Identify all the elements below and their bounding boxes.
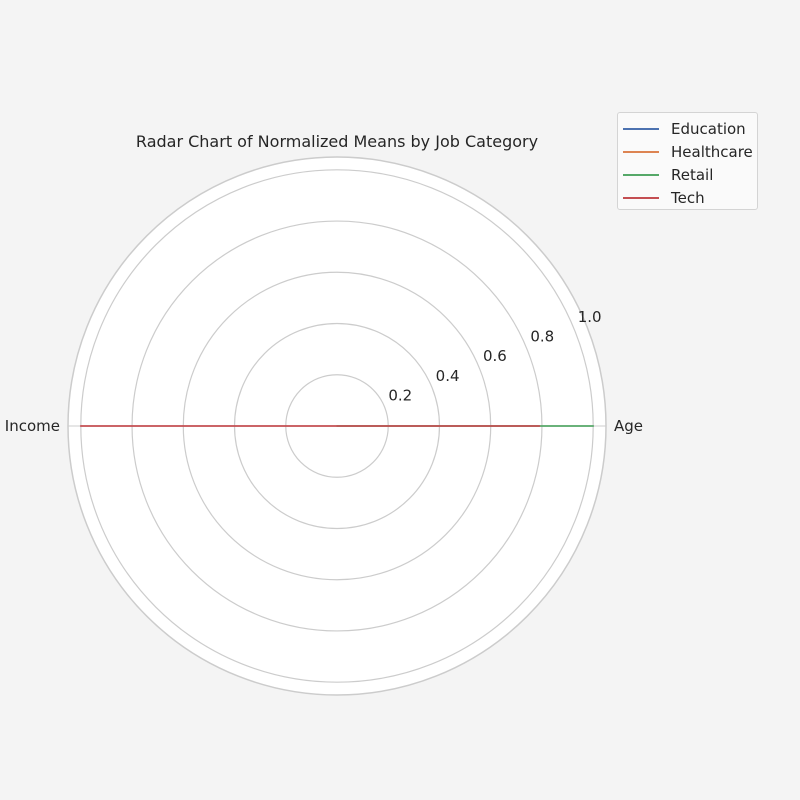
legend-swatch: [623, 150, 659, 153]
axis-label: Age: [614, 417, 643, 435]
axis-label: Income: [5, 417, 60, 435]
legend-label: Healthcare: [671, 142, 753, 161]
r-tick-label: 0.4: [436, 367, 460, 385]
legend-label: Tech: [671, 188, 705, 207]
r-tick-label: 0.6: [483, 347, 507, 365]
legend-swatch: [623, 196, 659, 199]
r-tick-label: 0.2: [388, 386, 412, 404]
radar-labels: 0.2 0.4 0.6 0.8 1.0 Age Income: [5, 308, 643, 435]
legend-label: Retail: [671, 165, 714, 184]
r-tick-label: 0.8: [530, 328, 554, 346]
legend-label: Education: [671, 119, 746, 138]
r-tick-label: 1.0: [578, 308, 602, 326]
chart-title: Radar Chart of Normalized Means by Job C…: [135, 132, 539, 151]
legend-item: Retail: [618, 163, 757, 186]
plot-frame: [67, 156, 607, 696]
legend: Education Healthcare Retail Tech: [617, 112, 758, 210]
legend-item: Education: [618, 117, 757, 140]
legend-swatch: [623, 173, 659, 176]
legend-item: Healthcare: [618, 140, 757, 163]
legend-item: Tech: [618, 186, 757, 209]
legend-swatch: [623, 127, 659, 130]
